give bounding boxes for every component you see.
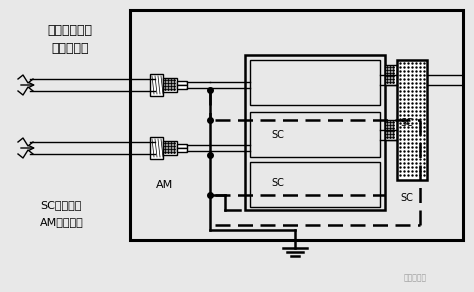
Text: SC: SC [400,193,413,203]
Bar [250,162,380,207]
Text: 装屏蔽电缆: 装屏蔽电缆 [51,41,89,55]
Text: AM: AM [156,180,173,190]
Bar [150,137,163,159]
Bar [177,148,187,152]
Text: SC: SC [272,178,284,188]
Bar [163,78,177,92]
Text: SC：屏蔽层: SC：屏蔽层 [40,200,82,210]
Bar [177,81,187,85]
Text: 新浪云平台: 新浪云平台 [403,274,427,282]
Bar [385,65,397,85]
Text: AM：铠装层: AM：铠装层 [40,217,84,227]
Bar [250,60,380,105]
Bar [250,112,380,157]
Text: 穿金属管或铠: 穿金属管或铠 [47,23,92,36]
Bar [150,74,163,96]
Bar [397,60,427,180]
Bar [385,120,397,140]
Bar [177,144,187,148]
Text: SC: SC [272,130,284,140]
Bar [245,55,385,210]
Bar [177,85,187,89]
Text: SC: SC [400,118,413,128]
Bar [130,10,463,240]
Bar [163,141,177,155]
